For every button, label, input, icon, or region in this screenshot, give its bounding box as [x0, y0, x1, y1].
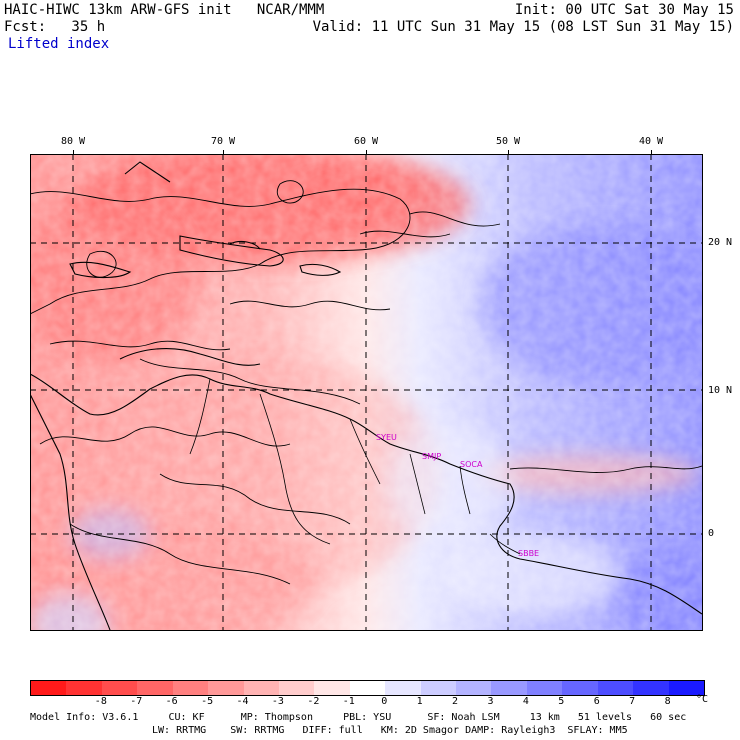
station-syeu: SYEU — [376, 433, 397, 442]
colorbar-cell — [31, 681, 67, 695]
colorbar-cell — [314, 681, 351, 695]
map-frame — [30, 154, 703, 631]
colorbar-cell — [172, 681, 209, 695]
colorbar-cell — [633, 681, 670, 695]
colorbar-tick-label: -8 — [94, 696, 107, 707]
colorbar-tick-label: -5 — [201, 696, 214, 707]
lon-label-70w: 70 W — [210, 136, 236, 147]
model-info-line1: Model Info: V3.6.1 CU: KF MP: Thompson P… — [30, 712, 687, 723]
colorbar-cell — [526, 681, 563, 695]
lat-label-10n: 10 N — [708, 385, 733, 396]
lifted-index-contours — [30, 180, 702, 585]
colorbar-cell — [491, 681, 528, 695]
lon-label-60w: 60 W — [353, 136, 379, 147]
colorbar-tick-label: 6 — [593, 696, 600, 707]
colorbar-tick-label: 1 — [416, 696, 423, 707]
tick-top-80w — [73, 150, 74, 154]
colorbar-cell — [278, 681, 315, 695]
valid-time: Valid: 11 UTC Sun 31 May 15 (08 LST Sun … — [312, 19, 734, 35]
colorbar-cell — [562, 681, 599, 695]
colorbar-cell — [349, 681, 386, 695]
colorbar-cell — [420, 681, 457, 695]
tick-top-50w — [508, 150, 509, 154]
colorbar-cell — [66, 681, 103, 695]
forecast-hour: Fcst: 35 h — [4, 19, 106, 35]
colorbar-cell — [243, 681, 280, 695]
colorbar-tick-label: 5 — [558, 696, 565, 707]
colorbar-tick-label: 2 — [452, 696, 459, 707]
station-smjp: SMJP — [422, 452, 441, 461]
colorbar-tick-label: 7 — [629, 696, 636, 707]
lat-label-20n: 20 N — [708, 237, 733, 248]
colorbar-tick-label: -4 — [236, 696, 249, 707]
station-sbbe: SBBE — [518, 549, 539, 558]
model-title: HAIC-HIWC 13km ARW-GFS init NCAR/MMM — [4, 2, 325, 18]
lat-label-0: 0 — [708, 528, 715, 539]
colorbar-tick-label: -2 — [307, 696, 320, 707]
station-soca: SOCA — [460, 460, 483, 469]
tick-top-70w — [223, 150, 224, 154]
colorbar-tick-label: -6 — [165, 696, 178, 707]
colorbar-tick-label: -7 — [130, 696, 143, 707]
colorbar-cell — [597, 681, 634, 695]
colorbar-tick-label: -1 — [342, 696, 355, 707]
colorbar-tick-label: 3 — [487, 696, 494, 707]
field-name: Lifted index — [8, 36, 110, 52]
colorbar-cell — [137, 681, 174, 695]
lon-label-40w: 40 W — [638, 136, 664, 147]
colorbar-cell — [208, 681, 244, 695]
colorbar-tick-label: -3 — [271, 696, 284, 707]
init-time: Init: 00 UTC Sat 30 May 15 — [514, 2, 734, 18]
colorbar-cell — [456, 681, 492, 695]
colorbar-cell — [101, 681, 138, 695]
map-canvas: SYEU SMJP SOCA SBBE — [30, 154, 702, 630]
colorbar-tick-label: 8 — [664, 696, 671, 707]
colorbar-cell — [385, 681, 422, 695]
lon-label-80w: 80 W — [60, 136, 86, 147]
lat-lon-grid — [30, 154, 702, 630]
country-borders — [189, 378, 521, 555]
colorbar-unit: °C — [695, 694, 709, 705]
lifted-index-map: SYEU SMJP SOCA SBBE — [30, 154, 702, 630]
colorbar-tick-label: 4 — [522, 696, 529, 707]
tick-top-60w — [366, 150, 367, 154]
colorbar-cell — [668, 681, 705, 695]
colorbar-tick-label: 0 — [381, 696, 388, 707]
tick-top-40w — [651, 150, 652, 154]
model-info-line2: LW: RRTMG SW: RRTMG DIFF: full KM: 2D Sm… — [152, 725, 628, 736]
lon-label-50w: 50 W — [495, 136, 521, 147]
colorbar — [30, 680, 705, 696]
